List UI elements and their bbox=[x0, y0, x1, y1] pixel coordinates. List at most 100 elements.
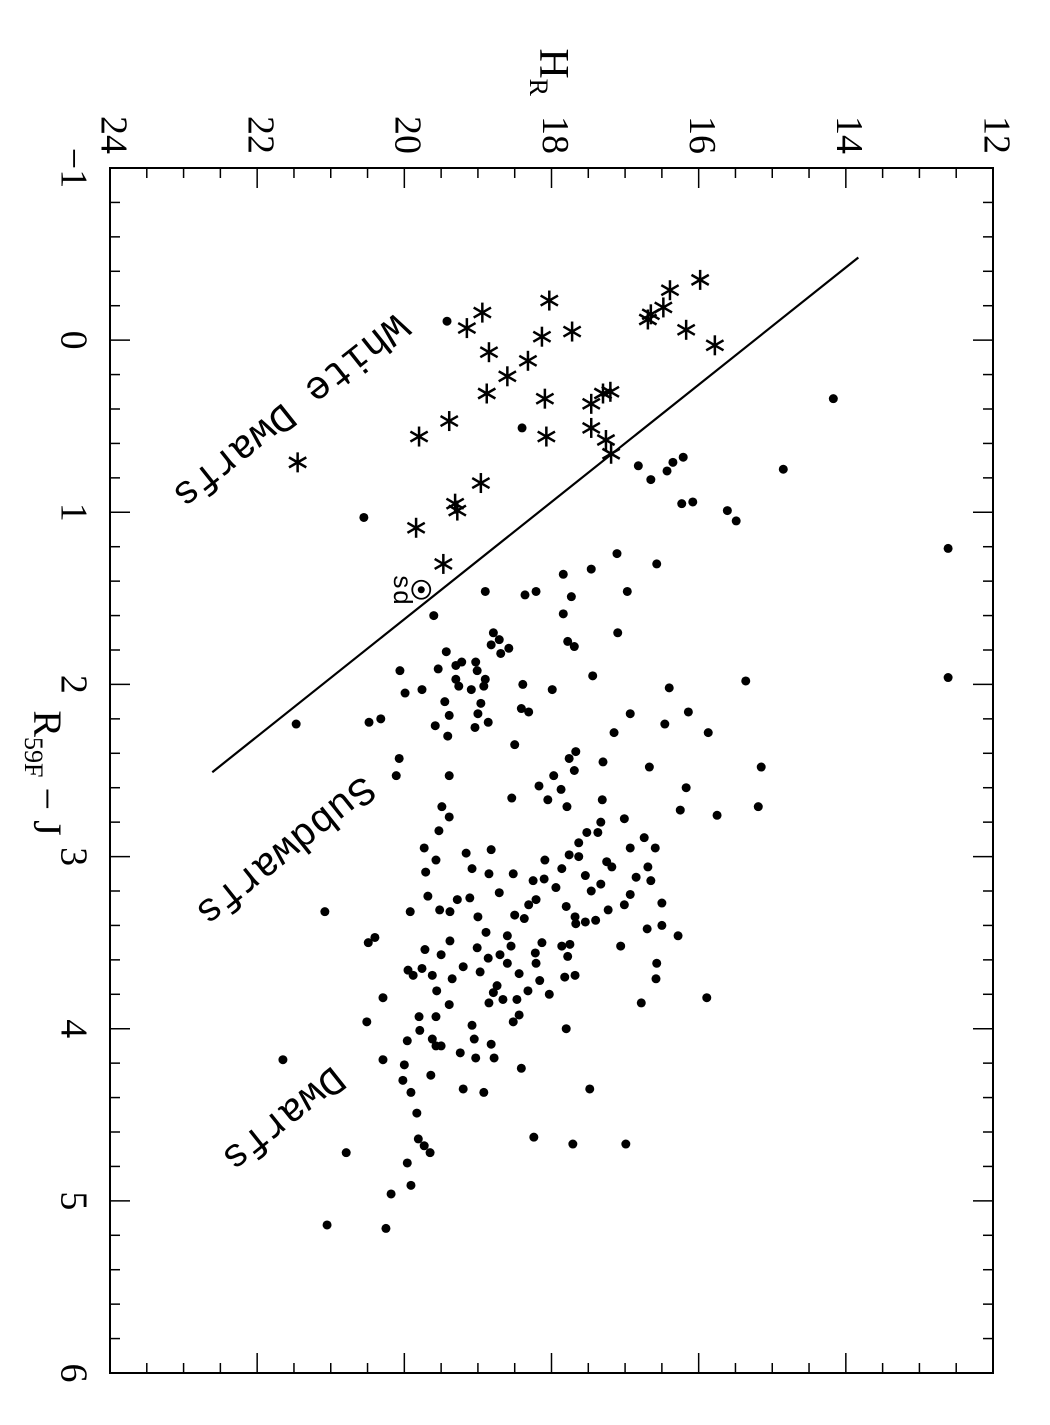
data-point bbox=[642, 924, 652, 934]
asterisk-arm bbox=[654, 301, 673, 314]
asterisk-arm bbox=[535, 392, 555, 405]
data-point bbox=[681, 783, 691, 793]
data-point bbox=[423, 891, 433, 901]
data-point bbox=[489, 1053, 499, 1063]
data-point bbox=[444, 1000, 454, 1010]
data-point bbox=[432, 986, 442, 996]
data-point bbox=[473, 709, 483, 719]
x-axis-title: R59F − J bbox=[19, 710, 70, 835]
data-point bbox=[495, 950, 505, 960]
white-dwarf-point bbox=[532, 326, 552, 347]
asterisk-arm bbox=[540, 294, 559, 307]
data-point bbox=[568, 1139, 578, 1149]
data-point bbox=[436, 1041, 446, 1051]
asterisk-arm bbox=[457, 322, 477, 335]
data-point bbox=[518, 679, 528, 689]
data-point bbox=[556, 784, 566, 794]
white-dwarf-point bbox=[448, 500, 467, 521]
asterisk-arm bbox=[601, 385, 620, 398]
white-dwarf-point bbox=[676, 319, 696, 340]
annotation: White Dwarfs bbox=[163, 302, 416, 517]
annotation: Subdwarfs bbox=[186, 764, 383, 934]
data-point bbox=[376, 714, 386, 724]
data-point bbox=[444, 812, 454, 822]
data-point bbox=[395, 666, 405, 676]
data-point bbox=[441, 647, 451, 657]
white-dwarf-point bbox=[434, 553, 453, 574]
data-point bbox=[414, 1012, 424, 1022]
data-point bbox=[828, 394, 838, 404]
data-point bbox=[444, 710, 454, 720]
y-tick-label: 16 bbox=[681, 116, 723, 154]
data-point bbox=[520, 590, 530, 600]
annotation: sd bbox=[386, 574, 416, 605]
data-point bbox=[528, 876, 538, 886]
data-point bbox=[467, 1020, 477, 1030]
data-point bbox=[631, 872, 641, 882]
white-dwarf-point bbox=[596, 429, 616, 450]
data-point bbox=[625, 843, 635, 853]
data-point bbox=[563, 636, 573, 646]
data-point bbox=[571, 919, 581, 929]
asterisk-arm bbox=[690, 273, 710, 286]
data-point bbox=[467, 864, 477, 874]
data-point bbox=[484, 869, 494, 879]
data-point bbox=[625, 709, 635, 719]
data-point bbox=[378, 1055, 388, 1065]
data-point bbox=[483, 953, 493, 963]
data-point bbox=[434, 826, 444, 836]
data-point bbox=[492, 981, 502, 991]
data-point bbox=[486, 640, 496, 650]
data-point bbox=[560, 972, 570, 982]
data-point bbox=[444, 771, 454, 781]
data-point bbox=[616, 941, 626, 951]
white-dwarf-point bbox=[409, 426, 429, 447]
white-dwarf-point bbox=[601, 381, 620, 402]
data-point bbox=[425, 1148, 435, 1158]
plot-area: White Dwarfs Subdwarfs Dwarfs sd HR R59F… bbox=[19, 48, 1017, 1382]
data-point bbox=[510, 740, 520, 750]
data-point bbox=[510, 910, 520, 920]
data-point bbox=[447, 974, 457, 984]
data-point bbox=[402, 1036, 412, 1046]
data-point bbox=[557, 864, 567, 874]
white-dwarf-point bbox=[705, 335, 725, 356]
data-point bbox=[551, 883, 561, 893]
data-point bbox=[540, 855, 550, 865]
data-point bbox=[496, 648, 506, 658]
asterisk-arm bbox=[477, 387, 497, 400]
asterisk-arm bbox=[676, 323, 696, 336]
data-point bbox=[636, 998, 646, 1008]
white-dwarf-point bbox=[518, 350, 538, 371]
data-point bbox=[473, 912, 483, 922]
data-point bbox=[943, 673, 953, 683]
y-axis-title-main: H bbox=[530, 48, 576, 78]
data-point bbox=[405, 907, 415, 917]
data-point bbox=[480, 674, 490, 684]
data-point bbox=[537, 938, 547, 948]
data-point bbox=[639, 833, 649, 843]
data-point bbox=[612, 549, 622, 559]
x-axis-title-sub: 59F bbox=[19, 737, 48, 777]
data-point bbox=[443, 731, 453, 741]
data-point bbox=[517, 423, 527, 433]
y-tick-label: 20 bbox=[387, 116, 429, 154]
data-point bbox=[480, 586, 490, 596]
asterisk-arm bbox=[660, 284, 680, 297]
data-point bbox=[565, 939, 575, 949]
data-point bbox=[413, 1134, 423, 1144]
data-point bbox=[516, 704, 526, 714]
data-point bbox=[607, 862, 617, 872]
white-dwarf-point bbox=[537, 426, 556, 447]
data-point bbox=[668, 457, 678, 467]
x-tick-label: 3 bbox=[52, 847, 94, 866]
data-point bbox=[400, 688, 410, 698]
white-dwarf-point bbox=[479, 342, 499, 363]
data-point bbox=[437, 802, 447, 812]
data-point bbox=[683, 707, 693, 717]
data-point bbox=[481, 927, 491, 937]
data-point bbox=[613, 628, 623, 638]
ring bbox=[411, 579, 432, 600]
white-dwarf-point bbox=[581, 393, 601, 414]
asterisk-arm bbox=[596, 433, 616, 447]
